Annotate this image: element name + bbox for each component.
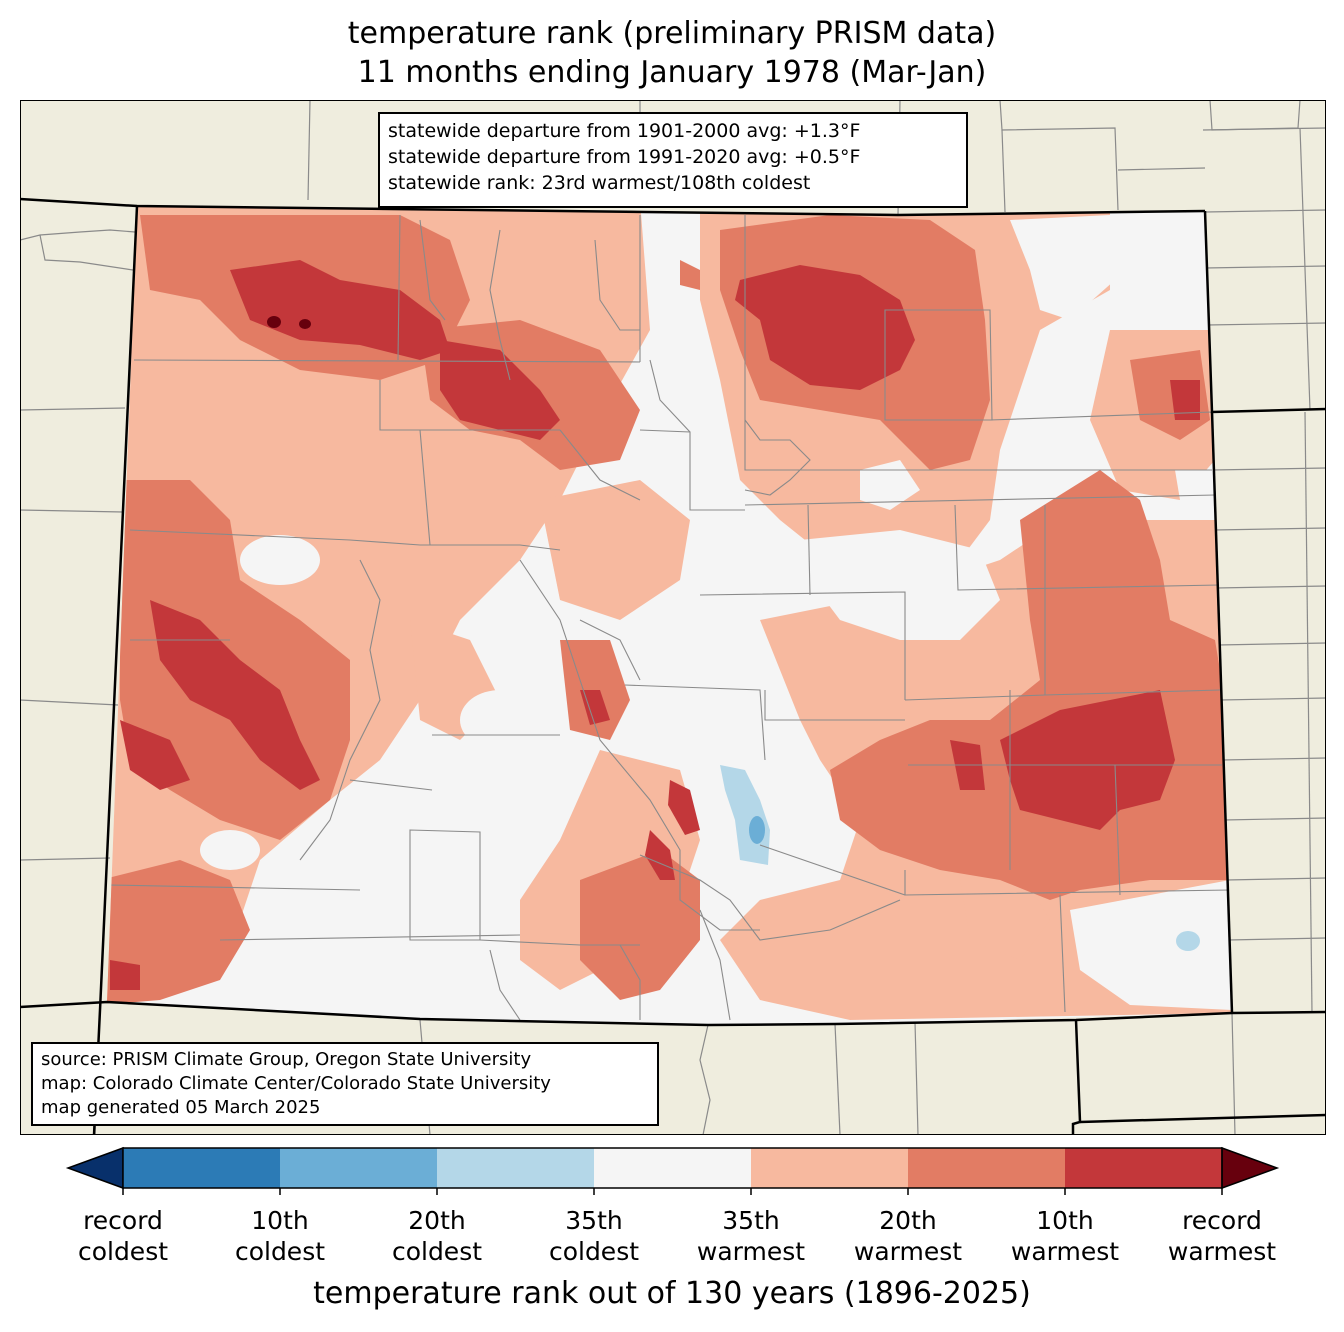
source-line-1: source: PRISM Climate Group, Oregon Stat… bbox=[41, 1049, 532, 1070]
colorbar-tick-label: record warmest bbox=[1142, 1205, 1302, 1267]
map-title-line2: 11 months ending January 1978 (Mar-Jan) bbox=[357, 55, 987, 90]
tick-label-line2: coldest bbox=[391, 1237, 483, 1266]
colorbar-tick-label: 10th coldest bbox=[200, 1205, 360, 1267]
tick-label-line1: 35th bbox=[565, 1206, 623, 1235]
stats-line-3: statewide rank: 23rd warmest/108th colde… bbox=[388, 172, 811, 194]
colorbar-segment bbox=[908, 1148, 1065, 1188]
tick-label-line2: warmest bbox=[853, 1237, 963, 1266]
source-box: source: PRISM Climate Group, Oregon Stat… bbox=[31, 1042, 659, 1126]
tick-label-line2: coldest bbox=[77, 1237, 169, 1266]
colorbar-tick-label: 35th coldest bbox=[514, 1205, 674, 1267]
record-warm-spots bbox=[267, 316, 311, 329]
statewide-stats-box: statewide departure from 1901-2000 avg: … bbox=[378, 112, 968, 208]
cool-patches bbox=[720, 765, 1200, 951]
colorbar-segment bbox=[594, 1148, 751, 1188]
map-frame bbox=[19, 99, 1327, 1136]
state-borders bbox=[19, 197, 1327, 1136]
colorbar-segment bbox=[1065, 1148, 1222, 1188]
near-normal-patches bbox=[200, 215, 1232, 1010]
tick-label-line2: coldest bbox=[234, 1237, 326, 1266]
colorbar-tick-label: 10th warmest bbox=[985, 1205, 1145, 1267]
colorbar-extend-cold bbox=[65, 1146, 124, 1190]
colorbar-outline bbox=[122, 1147, 1223, 1189]
tick-label-line1: 20th bbox=[879, 1206, 937, 1235]
colorbar bbox=[65, 1146, 1280, 1195]
county-lines bbox=[109, 214, 1231, 1021]
stats-line-1: statewide departure from 1901-2000 avg: … bbox=[388, 120, 861, 142]
tick-label-line1: record bbox=[83, 1206, 163, 1235]
warm-10th-regions bbox=[110, 260, 1200, 990]
tick-label-line2: warmest bbox=[1167, 1237, 1277, 1266]
colorbar-tick-label: 35th warmest bbox=[671, 1205, 831, 1267]
tick-label-line1: record bbox=[1182, 1206, 1262, 1235]
rank-raster bbox=[107, 206, 1232, 1025]
colorbar-segment bbox=[123, 1148, 280, 1188]
colorbar-extend-warm bbox=[1221, 1146, 1280, 1190]
colorbar-tick-label: 20th warmest bbox=[828, 1205, 988, 1267]
tick-label-line2: warmest bbox=[696, 1237, 806, 1266]
colorbar-segment bbox=[280, 1148, 437, 1188]
tick-label-line1: 10th bbox=[251, 1206, 309, 1235]
colorbar-label: temperature rank out of 130 years (1896-… bbox=[313, 1276, 1031, 1311]
tick-label-line1: 20th bbox=[408, 1206, 466, 1235]
colorbar-segment bbox=[751, 1148, 908, 1188]
colorbar-tick-label: 20th coldest bbox=[357, 1205, 517, 1267]
tick-label-line1: 10th bbox=[1036, 1206, 1094, 1235]
tick-label-line2: coldest bbox=[548, 1237, 640, 1266]
colorbar-tick-label: record coldest bbox=[43, 1205, 203, 1267]
tick-label-line1: 35th bbox=[722, 1206, 780, 1235]
source-line-2: map: Colorado Climate Center/Colorado St… bbox=[41, 1073, 551, 1094]
source-line-3: map generated 05 March 2025 bbox=[41, 1097, 321, 1118]
colorado-map bbox=[19, 99, 1327, 1136]
tick-label-line2: warmest bbox=[1010, 1237, 1120, 1266]
map-title-line1: temperature rank (preliminary PRISM data… bbox=[347, 16, 997, 51]
colorbar-segment bbox=[437, 1148, 594, 1188]
stats-line-2: statewide departure from 1991-2020 avg: … bbox=[388, 146, 861, 168]
